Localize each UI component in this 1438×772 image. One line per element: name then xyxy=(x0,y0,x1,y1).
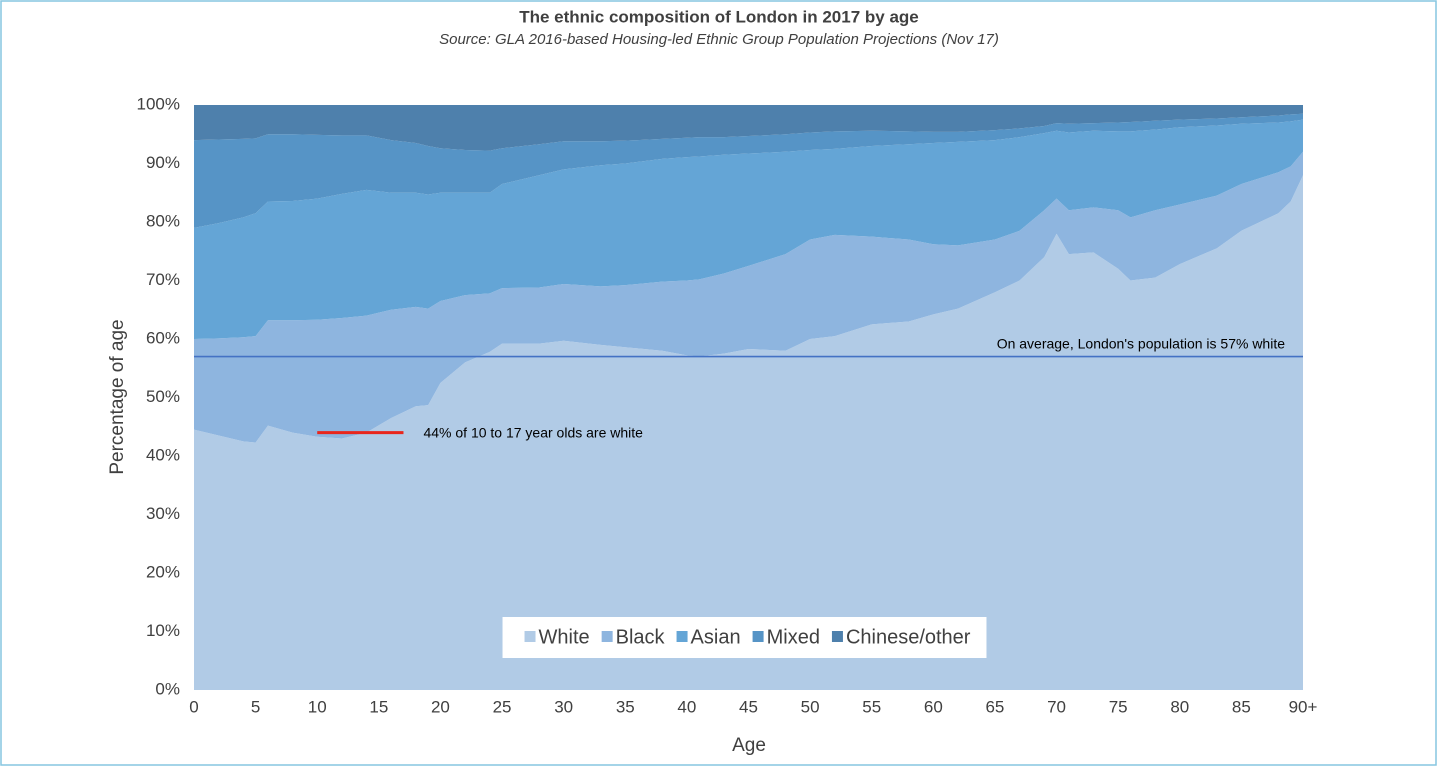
y-tick-label: 70% xyxy=(146,270,180,289)
legend-box xyxy=(502,617,987,658)
x-tick-label: 15 xyxy=(369,697,388,716)
x-tick-label: 70 xyxy=(1047,697,1066,716)
area xyxy=(194,175,1303,690)
x-tick-label: 90+ xyxy=(1289,697,1318,716)
y-tick-label: 30% xyxy=(146,504,180,523)
y-tick-label: 0% xyxy=(155,679,180,698)
y-tick-label: 100% xyxy=(137,94,180,113)
x-tick-label: 25 xyxy=(493,697,512,716)
chart-title: The ethnic composition of London in 2017… xyxy=(519,7,919,26)
y-tick-label: 60% xyxy=(146,328,180,347)
annotation-text: On average, London's population is 57% w… xyxy=(997,335,1286,351)
legend: White Black Asian Mixed Chinese/other xyxy=(502,617,987,658)
x-tick-label: 65 xyxy=(985,697,1004,716)
chart-subtitle: Source: GLA 2016-based Housing-led Ethni… xyxy=(439,31,999,48)
legend-label: Asian xyxy=(691,626,741,648)
legend-swatch xyxy=(676,631,688,642)
y-tick-label: 50% xyxy=(146,387,180,406)
legend-swatch xyxy=(601,631,613,642)
x-tick-label: 80 xyxy=(1170,697,1189,716)
x-tick-label: 10 xyxy=(308,697,327,716)
area xyxy=(194,113,1303,228)
y-tick-label: 10% xyxy=(146,621,180,640)
x-axis-label: Age xyxy=(732,735,766,756)
x-tick-label: 35 xyxy=(616,697,635,716)
x-tick-label: 75 xyxy=(1109,697,1128,716)
y-tick-label: 40% xyxy=(146,445,180,464)
y-axis-label: Percentage of age xyxy=(107,319,128,474)
x-tick-label: 30 xyxy=(554,697,573,716)
legend-swatch xyxy=(524,631,536,642)
legend-swatch xyxy=(831,631,843,642)
legend-label: Chinese/other xyxy=(846,626,971,648)
legend-label: Mixed xyxy=(767,626,820,648)
x-tick-label: 20 xyxy=(431,697,450,716)
y-tick-label: 20% xyxy=(146,562,180,581)
y-tick-label: 80% xyxy=(146,211,180,230)
legend-swatch xyxy=(752,631,764,642)
x-tick-label: 60 xyxy=(924,697,943,716)
y-tick-label: 90% xyxy=(146,153,180,172)
area xyxy=(194,119,1303,339)
x-tick-label: 85 xyxy=(1232,697,1251,716)
x-tick-label: 5 xyxy=(251,697,260,716)
x-tick-label: 45 xyxy=(739,697,758,716)
x-tick-label: 55 xyxy=(862,697,881,716)
legend-label: White xyxy=(539,626,590,648)
x-tick-label: 0 xyxy=(189,697,198,716)
annotation-text: 44% of 10 to 17 year olds are white xyxy=(423,424,643,440)
area xyxy=(194,105,1303,151)
legend-label: Black xyxy=(616,626,666,648)
x-tick-label: 50 xyxy=(801,697,820,716)
x-tick-label: 40 xyxy=(677,697,696,716)
area xyxy=(194,151,1303,443)
